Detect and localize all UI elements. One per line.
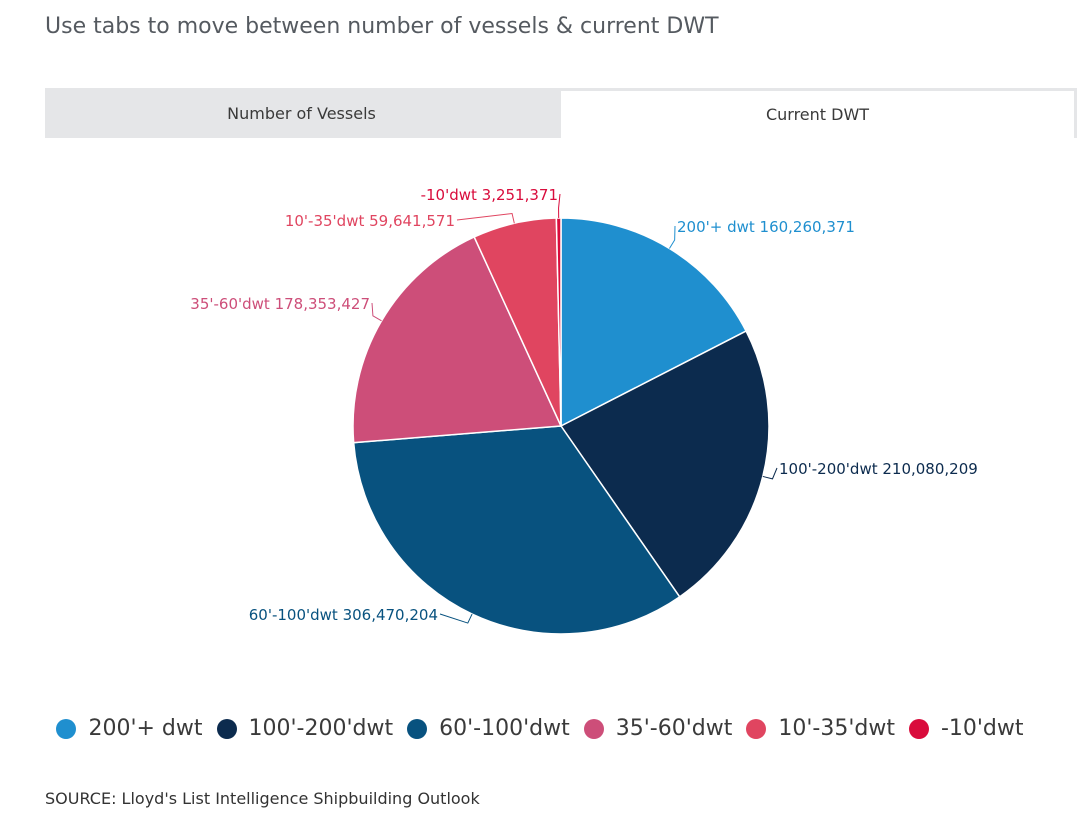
pie-chart: 200'+ dwt 160,260,371 100'-200'dwt 210,08… <box>190 186 978 635</box>
legend-label: 35'-60'dwt <box>615 716 733 741</box>
legend-swatch <box>583 718 604 739</box>
pie-slices <box>352 217 770 635</box>
data-label-10-dwt: -10'dwt 3,251,371 <box>421 186 558 204</box>
connector-10-35-dwt <box>456 213 515 224</box>
data-label-35-60-dwt: 35'-60'dwt 178,353,427 <box>190 295 370 313</box>
pie-slice-200-dwt[interactable] <box>560 217 748 428</box>
legend-swatch <box>746 718 767 739</box>
legend-item-35-60-dwt[interactable]: 35'-60'dwt <box>583 716 733 741</box>
legend-swatch <box>56 718 77 739</box>
pie-slice-10-dwt[interactable] <box>555 217 562 427</box>
legend-label: -10'dwt <box>940 716 1024 741</box>
legend-label: 200'+ dwt <box>88 716 203 741</box>
legend-swatch <box>908 718 929 739</box>
legend-item-10-dwt[interactable]: -10'dwt <box>908 716 1024 741</box>
intro-text: Use tabs to move between number of vesse… <box>45 14 719 39</box>
connector-10-dwt <box>558 193 561 219</box>
label-connectors <box>371 193 778 624</box>
connector-35-60-dwt <box>371 302 382 322</box>
legend-label: 10'-35'dwt <box>778 716 895 741</box>
source-note: SOURCE: Lloyd's List Intelligence Shipbu… <box>45 789 480 808</box>
pie-slice-60-100-dwt[interactable] <box>352 425 681 635</box>
legend-label: 60'-100'dwt <box>439 716 570 741</box>
data-label-100-200-dwt: 100'-200'dwt 210,080,209 <box>779 460 978 478</box>
data-label-200-dwt: 200'+ dwt 160,260,371 <box>677 218 855 236</box>
tab-number-of-vessels[interactable]: Number of Vessels <box>45 88 558 138</box>
legend-item-10-35-dwt[interactable]: 10'-35'dwt <box>746 716 895 741</box>
connector-100-200-dwt <box>762 467 778 480</box>
tab-bar: Number of Vessels Current DWT <box>45 88 1077 138</box>
data-labels: 200'+ dwt 160,260,371 100'-200'dwt 210,08… <box>190 186 978 624</box>
legend-item-60-100-dwt[interactable]: 60'-100'dwt <box>407 716 570 741</box>
connector-60-100-dwt <box>439 613 473 624</box>
legend-swatch <box>407 718 428 739</box>
legend: 200'+ dwt 100'-200'dwt 60'-100'dwt 35'-60'd… <box>0 716 1080 741</box>
tab-current-dwt[interactable]: Current DWT <box>558 88 1077 138</box>
pie-slice-100-200-dwt[interactable] <box>559 330 770 598</box>
legend-label: 100'-200'dwt <box>248 716 394 741</box>
legend-item-100-200-dwt[interactable]: 100'-200'dwt <box>216 716 394 741</box>
legend-swatch <box>216 718 237 739</box>
data-label-10-35-dwt: 10'-35'dwt 59,641,571 <box>285 212 455 230</box>
data-label-60-100-dwt: 60'-100'dwt 306,470,204 <box>249 606 438 624</box>
connector-200-dwt <box>669 225 676 249</box>
legend-item-200-dwt[interactable]: 200'+ dwt <box>56 716 203 741</box>
